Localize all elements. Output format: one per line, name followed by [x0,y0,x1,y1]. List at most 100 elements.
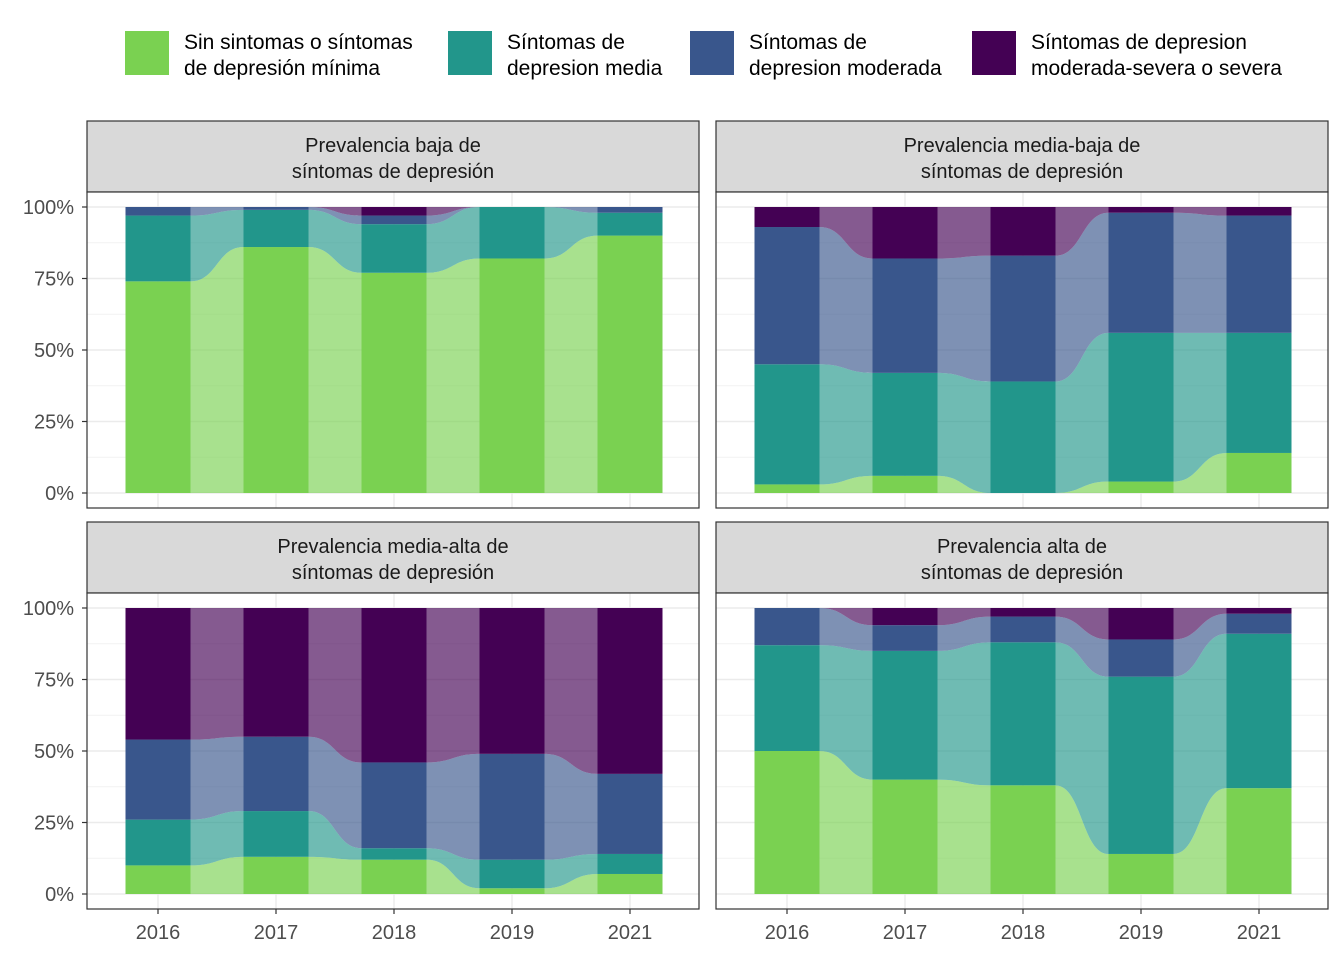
bar-segment [1226,613,1292,634]
bar-segment [479,207,545,259]
flow-ribbon [308,856,362,894]
bar-segment [990,207,1056,256]
flow-ribbon [1173,212,1227,333]
flow-ribbon [426,848,480,889]
bar-segment [243,811,309,857]
y-axis: 0% 25% 50% 75% 100% [23,197,87,505]
facet-title: Prevalencia media-alta de [277,536,508,558]
legend-swatch [972,31,1016,75]
flow-ribbon [1173,613,1227,677]
bar-segment [361,215,427,225]
bar-segment [125,281,191,493]
x-tick-label: 2019 [1119,922,1164,944]
bar-segment [872,258,938,373]
flow-ribbon [1173,633,1227,854]
legend-item: Sin sintomas o síntomas de depresión míni… [125,31,413,80]
flow-ribbon [544,853,598,889]
legend-item: Síntomas de depresion media [448,31,663,80]
bar-segment [990,642,1056,786]
bar-segment [361,762,427,849]
x-tick-label: 2018 [372,922,417,944]
bar-segment [597,853,663,874]
bar-segment [1108,608,1174,640]
bar-segment [479,753,545,860]
legend-label: Síntomas de [507,31,625,54]
y-tick-label: 100% [23,598,74,620]
flow-ribbon [308,736,362,849]
bar-segment [754,608,820,646]
x-axis: 2016 2017 2018 2019 2021 [136,909,652,944]
facet-title: síntomas de depresión [292,161,494,183]
x-tick-label: 2018 [1001,922,1046,944]
y-tick-label: 0% [45,884,74,906]
x-tick-label: 2017 [883,922,928,944]
stacked-bars [754,207,1292,493]
flow-ribbon [819,751,873,894]
flow-ribbon [937,207,991,259]
legend-item: Síntomas de depresion moderada-severa o s… [972,31,1282,80]
legend-swatch [125,31,169,75]
legend-label: Síntomas de [749,31,867,54]
bar-segment [243,856,309,894]
flow-ribbon [1055,785,1109,894]
flow-ribbon [1055,616,1109,677]
bar-segment [361,608,427,763]
y-tick-label: 75% [34,269,74,291]
bar-segment [754,751,820,894]
legend-label: Síntomas de depresion [1031,31,1247,54]
flow-ribbon [819,227,873,373]
bar-segment [754,645,820,751]
y-tick-label: 25% [34,813,74,835]
y-axis: 0% 25% 50% 75% 100% [23,598,87,906]
bar-segment [1226,633,1292,789]
bar-segment [990,255,1056,382]
bar-segment [243,209,309,248]
flows [190,608,598,894]
bar-segment [990,608,1056,617]
bar-segment [990,616,1056,643]
bar-segment [1226,788,1292,894]
flow-ribbon [190,207,244,216]
flow-ribbon [190,811,244,866]
legend: Sin sintomas o síntomas de depresión míni… [125,31,1282,80]
flow-ribbon [544,207,598,213]
bar-segment [754,364,820,485]
flow-ribbon [544,753,598,860]
bar-segment [125,739,191,820]
flows [819,207,1227,493]
flow-ribbon [1055,332,1109,493]
panel-border [715,592,1329,910]
flow-ribbon [190,209,244,282]
x-tick-label: 2016 [136,922,181,944]
bar-segment [1226,452,1292,493]
flow-ribbon [937,255,991,382]
flow-ribbon [426,207,480,216]
flow-ribbon [937,608,991,626]
legend-swatch [448,31,492,75]
flow-ribbon [426,859,480,894]
bar-segment [125,207,191,216]
legend-label: Sin sintomas o síntomas [184,31,413,54]
flow-ribbon [937,372,991,493]
flow-ribbon [1173,207,1227,216]
facet-title: síntomas de depresión [921,562,1123,584]
bar-segment [243,247,309,493]
y-tick-label: 0% [45,483,74,505]
bar-segment [597,235,663,493]
bar-segment [1226,207,1292,216]
y-tick-label: 75% [34,670,74,692]
bar-segment [243,207,309,210]
bar-segment [872,625,938,651]
flow-ribbon [308,247,362,493]
bar-segment [479,888,545,894]
bar-segment [125,215,191,282]
legend-item: Síntomas de depresion moderada [690,31,942,80]
flow-ribbon [1173,788,1227,894]
x-tick-label: 2019 [490,922,535,944]
flow-ribbon [819,645,873,780]
facet-title: síntomas de depresión [292,562,494,584]
x-tick-label: 2021 [1237,922,1282,944]
flow-ribbon [190,247,244,493]
bar-segment [1226,608,1292,614]
bar-segment [125,819,191,866]
